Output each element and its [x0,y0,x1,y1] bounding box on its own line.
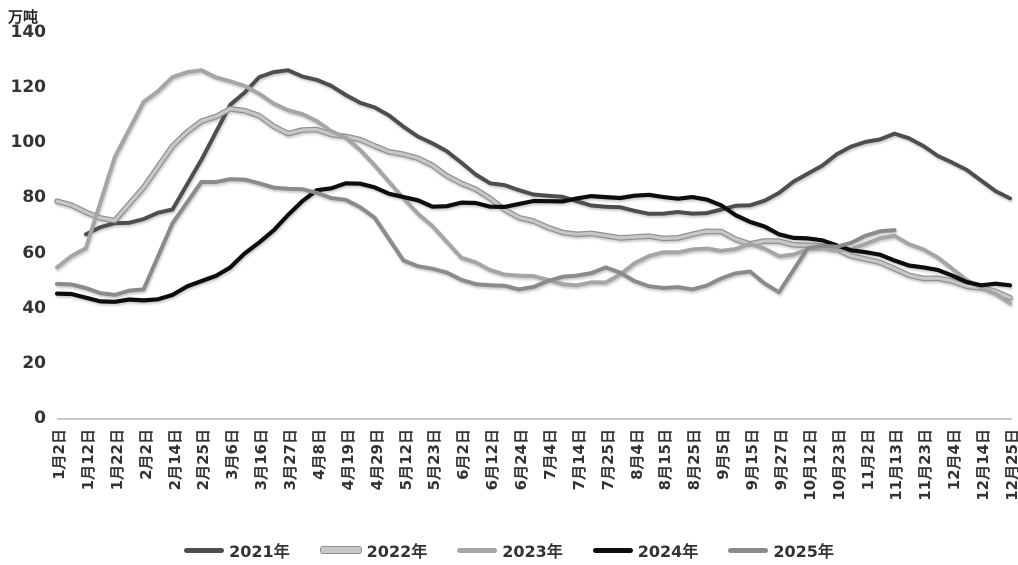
legend-item-2025年: 2025年 [728,538,834,562]
legend-swatch-2024年 [592,547,633,553]
y-tick-label-60: 60 [22,242,46,263]
chart-legend: 2021年 2022年 2023年 2024年 2025年 [0,538,1018,562]
chart-line-outline-2022年 [54,106,1013,301]
legend-item-2021年: 2021年 [184,538,290,562]
legend-swatch-2025年 [728,547,769,553]
legend-swatch-2023年 [457,547,498,553]
y-tick-label-40: 40 [22,297,46,318]
x-axis-baseline [57,418,1012,420]
legend-swatch-2022年 [319,546,362,554]
chart-line-2024年 [54,181,1013,304]
legend-swatch-2021年 [184,547,225,553]
y-tick-label-0: 0 [34,408,46,428]
legend-item-2024年: 2024年 [592,538,699,562]
legend-label-2024年: 2024年 [637,542,699,561]
chart-line-2022年 [55,107,1012,300]
legend-item-2022年: 2022年 [319,538,428,562]
chart-line-2025年 [55,177,897,297]
legend-label-2025年: 2025年 [773,542,834,561]
legend-label-2023年: 2023年 [502,542,563,561]
chart-line-2021年 [83,68,1012,237]
y-axis-unit-label: 万吨 [8,8,39,26]
legend-item-2023年: 2023年 [457,538,563,562]
y-tick-label-140: 140 [10,22,47,42]
legend-label-2021年: 2021年 [229,542,290,561]
legend-label-2022年: 2022年 [366,542,428,561]
y-tick-label-120: 120 [10,77,47,98]
y-tick-label-100: 100 [10,132,47,153]
chart-line-2023年 [55,68,1012,306]
y-tick-label-80: 80 [22,187,46,208]
y-tick-label-20: 20 [22,352,46,373]
